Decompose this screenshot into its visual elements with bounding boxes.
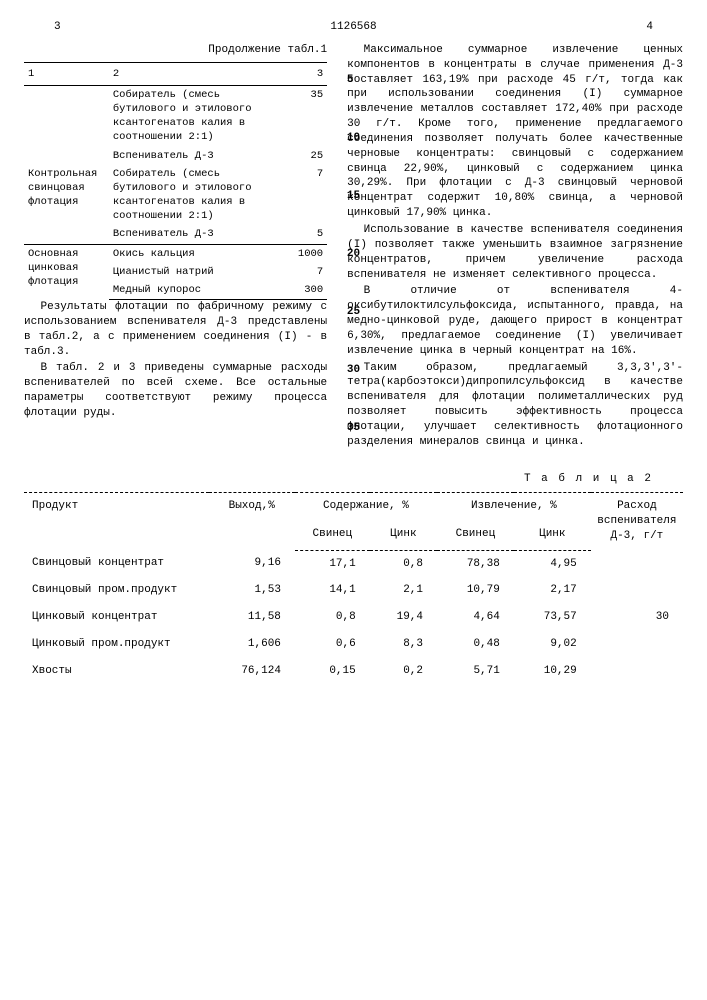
cell: 9,02: [514, 631, 591, 658]
paragraph: Использование в качестве вспенивателя со…: [347, 223, 683, 282]
th: Свинец: [313, 528, 353, 540]
document-number: 1126568: [330, 20, 376, 35]
cell: 73,57: [514, 604, 591, 631]
th: Расход вспенивателя Д-3, г/т: [597, 500, 676, 542]
cell: 7: [285, 263, 327, 281]
paragraph: В табл. 2 и 3 приведены суммарные расход…: [24, 361, 327, 420]
cell: [591, 658, 683, 685]
cell: 78,38: [437, 550, 514, 577]
cell: [591, 577, 683, 604]
cell: 300: [285, 281, 327, 300]
cell: Контрольная свинцовая флотация: [24, 165, 109, 226]
cell: 0,48: [437, 631, 514, 658]
cell: 0,15: [295, 658, 370, 685]
cell: 25: [285, 147, 327, 165]
line-number: 20: [347, 247, 360, 262]
cell: Основная цинковая флотация: [24, 244, 109, 300]
cell: [24, 147, 109, 165]
cell: Свинцовый пром.продукт: [24, 577, 209, 604]
cell: Окись кальция: [109, 244, 285, 263]
cell: 0,2: [370, 658, 437, 685]
cell: [591, 550, 683, 577]
table1-continuation: Продолжение табл.1: [24, 43, 327, 58]
line-number: 25: [347, 305, 360, 320]
line-number: 10: [347, 131, 360, 146]
cell: Цинковый концентрат: [24, 604, 209, 631]
th: 3: [317, 68, 323, 80]
paragraph: Результаты флотации по фабричному режиму…: [24, 300, 327, 359]
cell: 4,64: [437, 604, 514, 631]
th: Содержание, %: [323, 500, 409, 512]
line-number: 35: [347, 421, 360, 436]
cell: 76,124: [209, 658, 295, 685]
cell: 17,1: [295, 550, 370, 577]
cell: 4,95: [514, 550, 591, 577]
cell: 11,58: [209, 604, 295, 631]
cell: 0,6: [295, 631, 370, 658]
th: Извлечение, %: [471, 500, 557, 512]
table2-label: Т а б л и ц а 2: [24, 472, 653, 487]
cell: 1,53: [209, 577, 295, 604]
cell: 35: [285, 85, 327, 146]
table2: Продукт Выход,% Содержание, % Извлечение…: [24, 492, 683, 684]
cell: 1000: [285, 244, 327, 263]
page-num-left: 3: [54, 20, 61, 35]
th: Продукт: [32, 500, 78, 512]
cell: Медный купорос: [109, 281, 285, 300]
cell: [24, 85, 109, 146]
paragraph: В отличие от вспенивателя 4-оксибутилокт…: [347, 284, 683, 358]
th: Выход,%: [229, 500, 275, 512]
cell: Собиратель (смесь бутилового и этилового…: [109, 165, 285, 226]
th: Цинк: [539, 528, 565, 540]
cell: 2,1: [370, 577, 437, 604]
page-header: 3 1126568 4: [24, 20, 683, 35]
table1: 1 2 3 Собиратель (смесь бутилового и эти…: [24, 62, 327, 300]
cell: 9,16: [209, 550, 295, 577]
th: Цинк: [390, 528, 416, 540]
cell: Цинковый пром.продукт: [24, 631, 209, 658]
cell: 0,8: [295, 604, 370, 631]
cell: 1,606: [209, 631, 295, 658]
line-number: 30: [347, 363, 360, 378]
cell: 0,8: [370, 550, 437, 577]
cell: 19,4: [370, 604, 437, 631]
th: Свинец: [456, 528, 496, 540]
cell: Свинцовый концентрат: [24, 550, 209, 577]
cell: 14,1: [295, 577, 370, 604]
cell: 10,29: [514, 658, 591, 685]
cell: 2,17: [514, 577, 591, 604]
line-number: 5: [347, 73, 354, 88]
cell: 30: [591, 604, 683, 631]
th: 2: [113, 68, 119, 80]
paragraph: Максимальное суммарное извлечение ценных…: [347, 43, 683, 221]
cell: 7: [285, 165, 327, 226]
th: 1: [28, 68, 34, 80]
cell: Вспениватель Д-3: [109, 225, 285, 244]
paragraph: Таким образом, предлагаемый 3,3,3',3'-те…: [347, 361, 683, 450]
cell: Собиратель (смесь бутилового и этилового…: [109, 85, 285, 146]
line-number: 15: [347, 189, 360, 204]
cell: 10,79: [437, 577, 514, 604]
cell: Цианистый натрий: [109, 263, 285, 281]
cell: Вспениватель Д-3: [109, 147, 285, 165]
cell: 5,71: [437, 658, 514, 685]
cell: [591, 631, 683, 658]
cell: 5: [285, 225, 327, 244]
cell: 8,3: [370, 631, 437, 658]
cell: Хвосты: [24, 658, 209, 685]
cell: [24, 225, 109, 244]
page-num-right: 4: [646, 20, 653, 35]
